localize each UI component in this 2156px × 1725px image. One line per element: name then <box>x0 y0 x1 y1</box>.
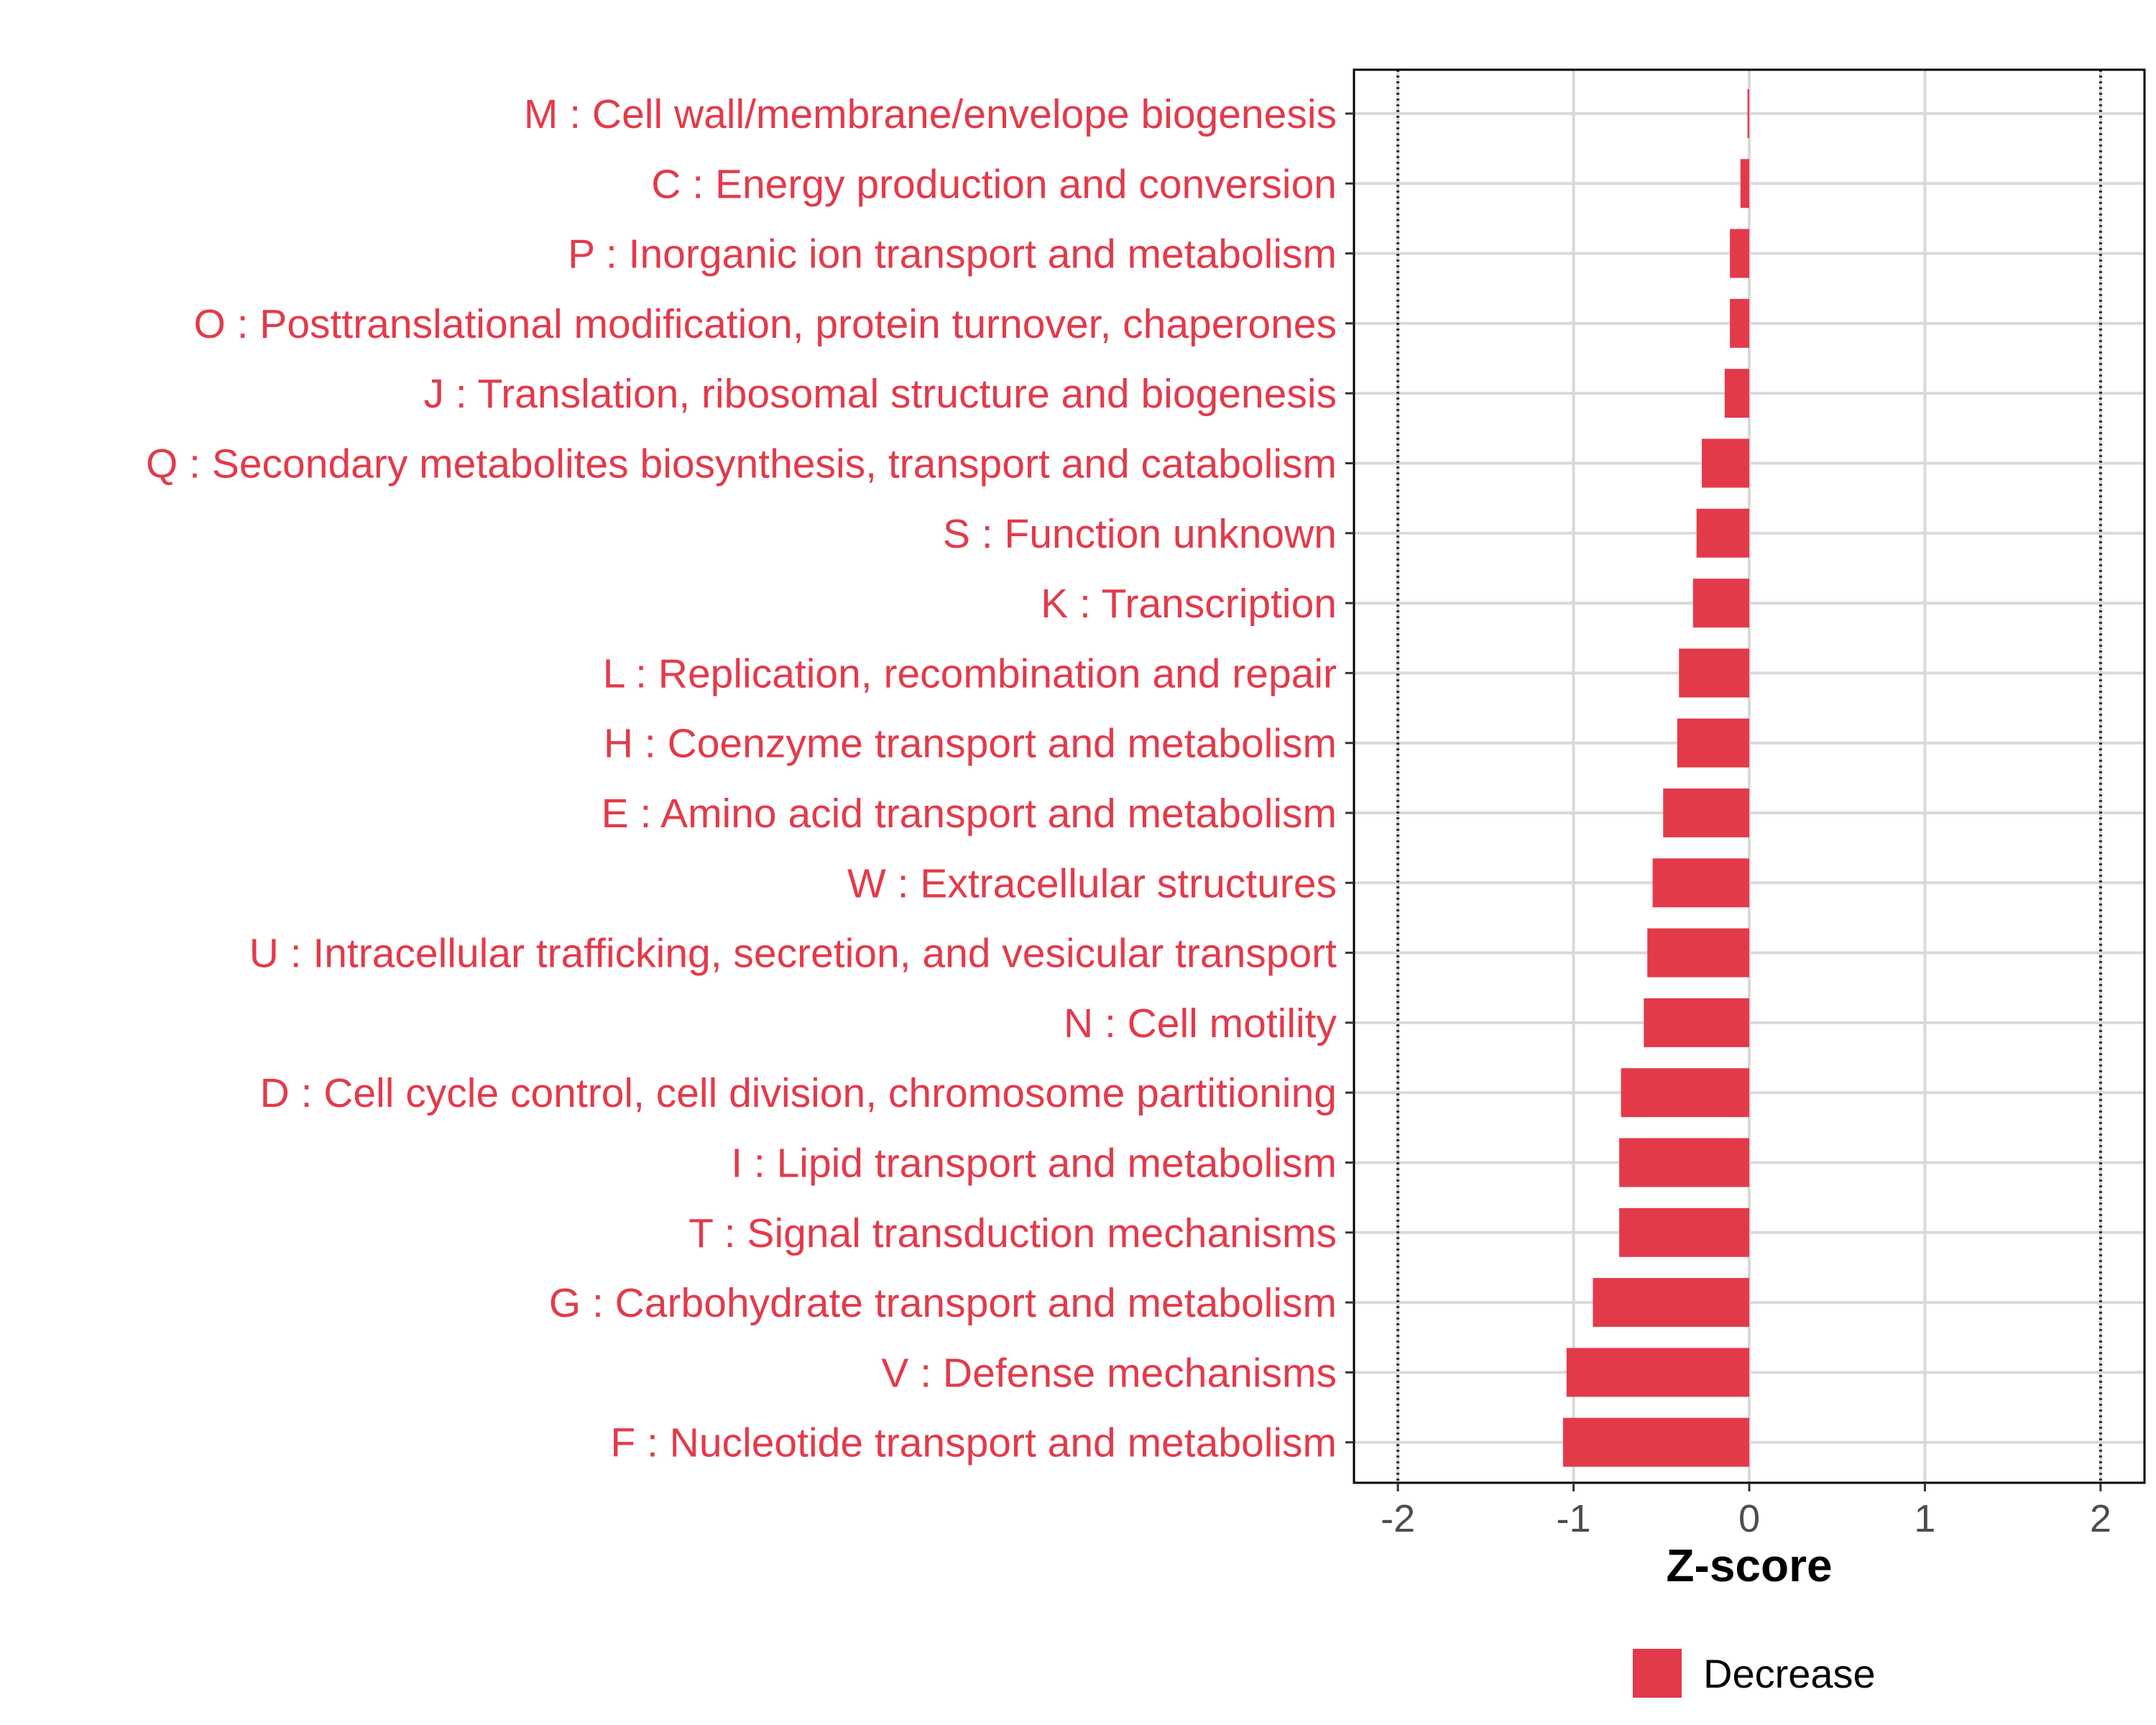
x-tick-label: 2 <box>2090 1497 2111 1540</box>
category-label: I : Lipid transport and metabolism <box>731 1141 1337 1187</box>
bar <box>1619 1208 1749 1257</box>
x-tick-label: 1 <box>1914 1497 1935 1540</box>
bar <box>1696 508 1749 558</box>
bar <box>1647 928 1749 978</box>
legend-label-decrease: Decrease <box>1703 1651 1876 1696</box>
category-label: U : Intracellular trafficking, secretion… <box>249 931 1337 977</box>
bar <box>1679 648 1749 698</box>
category-label: H : Coenzyme transport and metabolism <box>604 721 1337 767</box>
bar <box>1663 788 1749 837</box>
bar <box>1724 369 1749 418</box>
x-axis-ticks: -2 -1 0 1 2 <box>1345 112 2111 1540</box>
bar <box>1621 1068 1749 1118</box>
category-label: L : Replication, recombination and repai… <box>603 650 1337 696</box>
category-label: T : Signal transduction mechanisms <box>688 1210 1337 1256</box>
category-label: P : Inorganic ion transport and metaboli… <box>568 231 1337 277</box>
bar <box>1593 1278 1749 1328</box>
bars <box>1562 89 1749 1467</box>
grid-lines <box>1354 70 2145 1483</box>
x-tick-label: -2 <box>1381 1497 1415 1540</box>
category-label: O : Posttranslational modification, prot… <box>193 301 1337 347</box>
bar <box>1677 718 1749 768</box>
x-axis-title: Z-score <box>1666 1540 1832 1591</box>
category-label: N : Cell motility <box>1064 1000 1337 1046</box>
category-label: E : Amino acid transport and metabolism <box>602 791 1337 837</box>
bar <box>1619 1138 1749 1187</box>
bar <box>1747 89 1749 138</box>
bar <box>1702 438 1749 488</box>
legend-swatch-decrease <box>1633 1649 1682 1698</box>
bar <box>1730 229 1749 278</box>
bar <box>1562 1417 1749 1467</box>
bar <box>1644 998 1749 1047</box>
bar <box>1692 579 1749 628</box>
category-label: J : Translation, ribosomal structure and… <box>424 371 1337 417</box>
x-tick-label: -1 <box>1557 1497 1591 1540</box>
x-tick-label: 0 <box>1738 1497 1760 1540</box>
category-label: M : Cell wall/membrane/envelope biogenes… <box>524 91 1337 137</box>
category-label: K : Transcription <box>1041 581 1337 627</box>
category-label: F : Nucleotide transport and metabolism <box>610 1420 1337 1466</box>
legend: Decrease <box>1633 1649 1876 1698</box>
bar <box>1652 858 1749 908</box>
category-label: D : Cell cycle control, cell division, c… <box>260 1070 1337 1116</box>
bar <box>1740 159 1749 208</box>
category-label: V : Defense mechanisms <box>881 1350 1337 1396</box>
bar <box>1730 298 1749 348</box>
category-label: S : Function unknown <box>943 511 1337 557</box>
category-label: G : Carbohydrate transport and metabolis… <box>549 1280 1337 1326</box>
bar <box>1566 1348 1749 1397</box>
category-label: Q : Secondary metabolites biosynthesis, … <box>146 441 1337 487</box>
category-label: C : Energy production and conversion <box>651 161 1337 207</box>
category-label: W : Extracellular structures <box>847 860 1337 906</box>
category-labels: M : Cell wall/membrane/envelope biogenes… <box>146 91 1337 1466</box>
